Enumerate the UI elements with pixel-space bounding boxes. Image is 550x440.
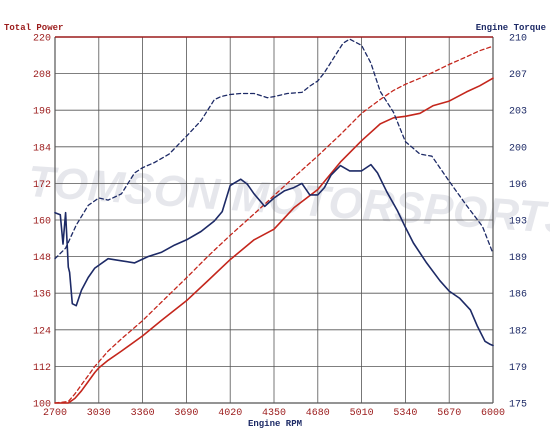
left-tick-label: 124 — [33, 326, 51, 337]
right-axis-ticks: 175 179 182 186 189 193 196 200 203 207 210 — [509, 34, 527, 411]
left-axis-title: Total Power — [4, 23, 63, 33]
x-tick-label: 3690 — [174, 408, 198, 419]
left-tick-label: 160 — [33, 217, 51, 228]
curves — [54, 38, 494, 404]
watermark: TOMSON MOTORSPORTS — [26, 157, 550, 244]
left-tick-label: 172 — [33, 180, 51, 191]
right-tick-label: 182 — [509, 326, 527, 337]
right-tick-label: 207 — [509, 70, 527, 81]
x-tick-label: 5670 — [437, 408, 461, 419]
grid — [54, 36, 494, 404]
left-tick-label: 184 — [33, 143, 51, 154]
right-tick-label: 210 — [509, 34, 527, 45]
x-axis-title: Engine RPM — [248, 419, 302, 429]
right-axis-title: Engine Torque — [476, 23, 546, 33]
x-tick-label: 4350 — [262, 408, 286, 419]
right-tick-label: 203 — [509, 107, 527, 118]
left-axis-ticks: 100 112 124 136 148 160 172 184 196 208 220 — [33, 34, 51, 411]
left-tick-label: 196 — [33, 107, 51, 118]
right-tick-label: 200 — [509, 143, 527, 154]
right-tick-label: 193 — [509, 217, 527, 228]
x-tick-label: 6000 — [481, 408, 505, 419]
right-tick-label: 196 — [509, 180, 527, 191]
x-tick-label: 3030 — [87, 408, 111, 419]
x-tick-label: 5010 — [350, 408, 374, 419]
power-solid-line — [54, 77, 494, 404]
left-tick-label: 220 — [33, 34, 51, 45]
left-tick-label: 100 — [33, 400, 51, 411]
left-tick-label: 148 — [33, 253, 51, 264]
x-tick-label: 5340 — [393, 408, 417, 419]
x-tick-label: 4020 — [218, 408, 242, 419]
x-axis-ticks: 2700 3030 3360 3690 4020 4350 4680 5010 5340 5670… — [43, 408, 505, 419]
torque-dashed-line — [54, 38, 494, 260]
torque-solid-line — [54, 163, 494, 347]
right-tick-label: 175 — [509, 400, 527, 411]
x-tick-label: 4680 — [306, 408, 330, 419]
right-tick-label: 186 — [509, 290, 527, 301]
right-tick-label: 179 — [509, 363, 527, 374]
left-tick-label: 208 — [33, 70, 51, 81]
left-tick-label: 136 — [33, 290, 51, 301]
x-tick-label: 3360 — [131, 408, 155, 419]
left-tick-label: 112 — [33, 363, 51, 374]
right-tick-label: 189 — [509, 253, 527, 264]
power-dashed-line — [54, 45, 494, 404]
watermark-text: TOMSON MOTORSPORTS — [26, 157, 550, 244]
x-tick-label: 2700 — [43, 408, 67, 419]
